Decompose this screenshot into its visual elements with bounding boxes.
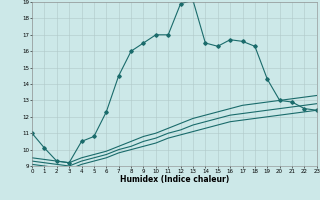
- X-axis label: Humidex (Indice chaleur): Humidex (Indice chaleur): [120, 175, 229, 184]
